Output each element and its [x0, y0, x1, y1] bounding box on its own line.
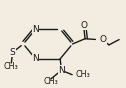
Text: CH₃: CH₃: [4, 62, 19, 71]
Text: CH₃: CH₃: [76, 70, 91, 79]
Text: CH₃: CH₃: [43, 77, 58, 86]
Text: S: S: [10, 48, 15, 57]
Text: O: O: [100, 35, 107, 44]
Text: O: O: [80, 21, 87, 30]
Text: N: N: [32, 54, 39, 63]
Text: N: N: [58, 66, 65, 75]
Text: N: N: [32, 25, 39, 34]
